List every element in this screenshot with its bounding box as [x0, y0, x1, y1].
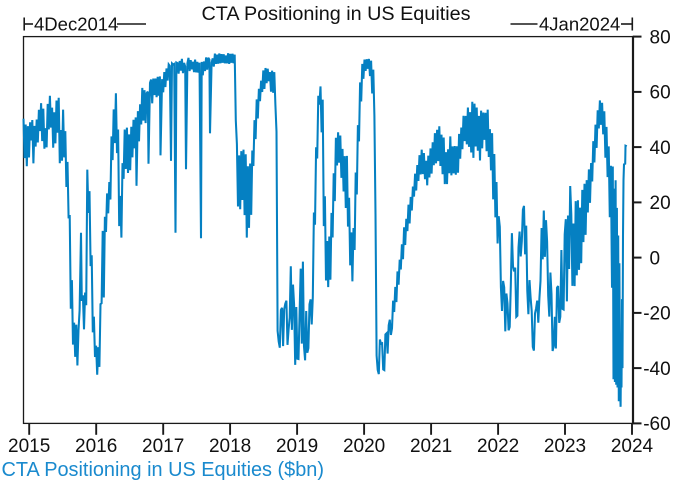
svg-text:40: 40	[650, 138, 671, 159]
svg-text:2018: 2018	[209, 436, 251, 457]
svg-text:-20: -20	[643, 304, 670, 325]
svg-text:2020: 2020	[343, 436, 385, 457]
svg-text:4Dec2014: 4Dec2014	[34, 14, 118, 35]
svg-text:0: 0	[650, 248, 661, 269]
svg-text:60: 60	[650, 83, 671, 104]
svg-text:2015: 2015	[8, 436, 50, 457]
svg-text:2024: 2024	[611, 436, 654, 457]
svg-text:CTA Positioning in US Equities: CTA Positioning in US Equities ($bn)	[2, 459, 324, 481]
svg-text:CTA Positioning in US Equities: CTA Positioning in US Equities	[201, 3, 470, 25]
svg-text:2023: 2023	[544, 436, 586, 457]
svg-text:2022: 2022	[477, 436, 519, 457]
svg-text:2021: 2021	[410, 436, 452, 457]
svg-text:2017: 2017	[142, 436, 184, 457]
svg-text:80: 80	[650, 27, 671, 48]
svg-text:-60: -60	[643, 414, 670, 435]
svg-text:20: 20	[650, 193, 671, 214]
svg-text:2016: 2016	[75, 436, 117, 457]
svg-text:4Jan2024: 4Jan2024	[539, 14, 620, 35]
svg-text:-40: -40	[643, 359, 670, 380]
svg-text:2019: 2019	[276, 436, 318, 457]
